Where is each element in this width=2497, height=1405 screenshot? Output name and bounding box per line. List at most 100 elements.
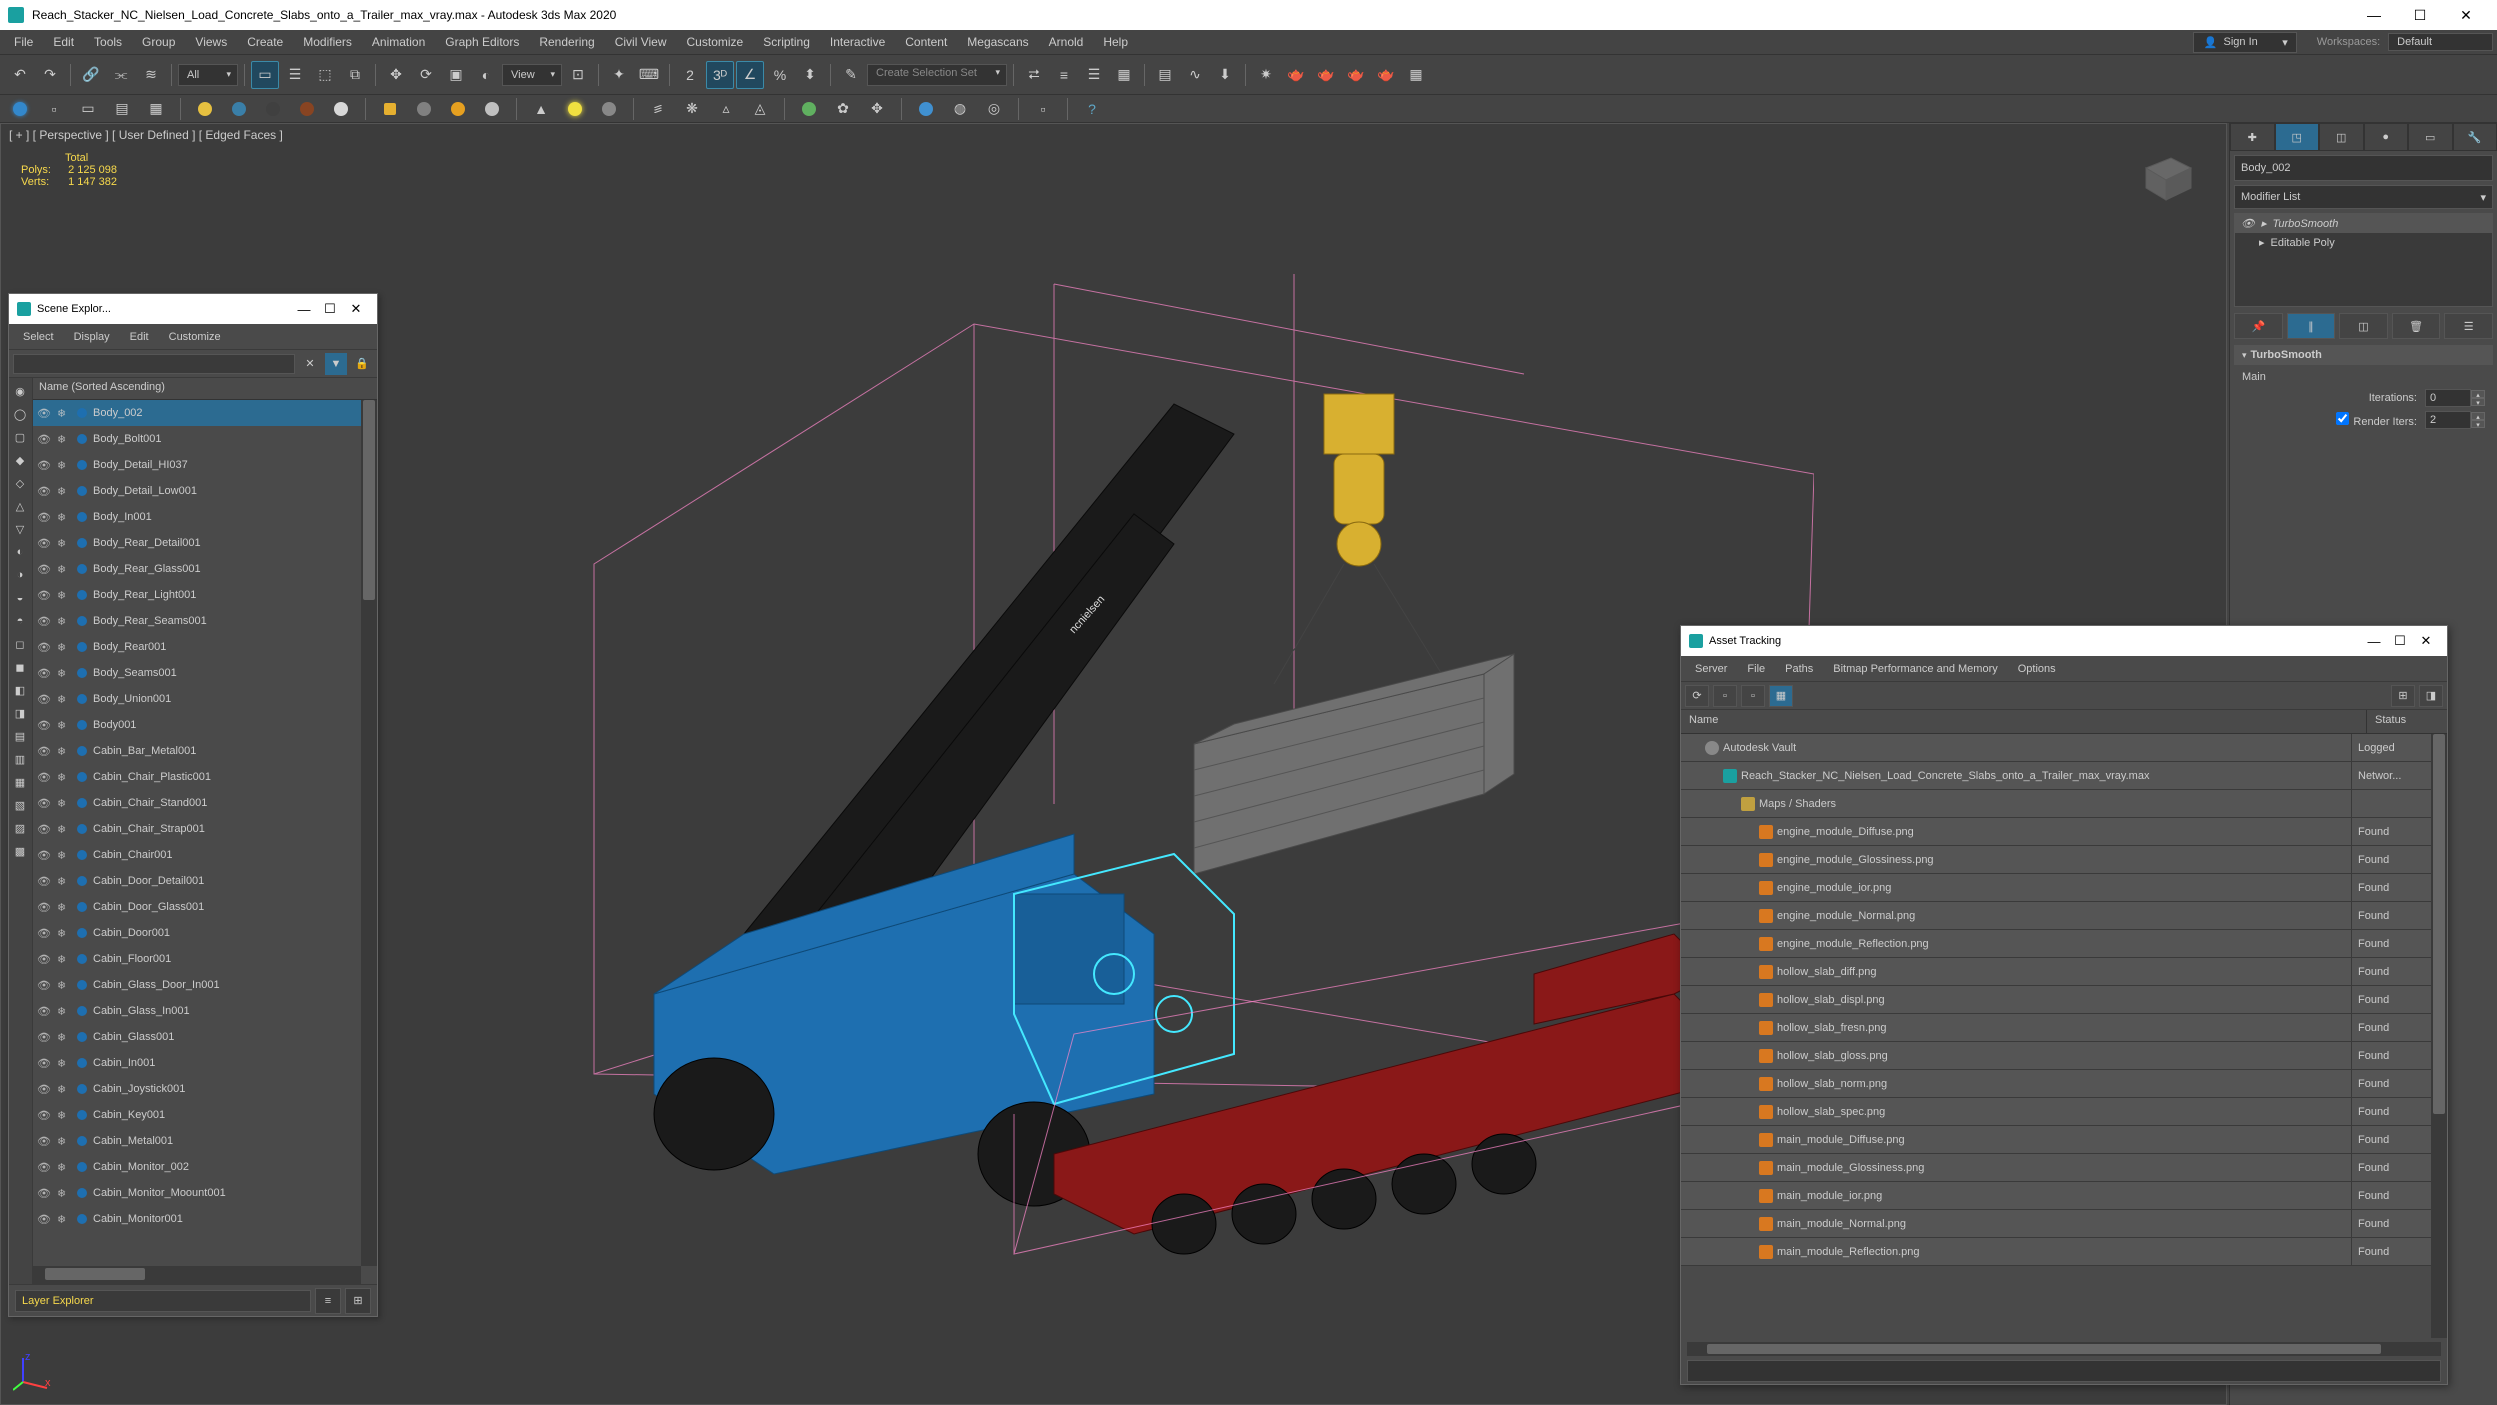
filter-icon[interactable]: ◼ [9, 656, 31, 678]
vertical-scrollbar[interactable] [361, 400, 377, 1266]
filter-icon[interactable]: ▥ [9, 748, 31, 770]
tb2-icon[interactable]: ◬ [746, 95, 774, 123]
scene-item[interactable]: 👁❄Body_Rear_Light001 [33, 582, 361, 608]
visibility-icon[interactable]: 👁 [37, 745, 53, 758]
freeze-icon[interactable]: ❄ [57, 563, 73, 576]
freeze-icon[interactable]: ❄ [57, 485, 73, 498]
visibility-icon[interactable]: 👁 [37, 407, 53, 420]
tb2-icon[interactable] [6, 95, 34, 123]
filter-icon[interactable]: ▨ [9, 817, 31, 839]
visibility-icon[interactable]: 👁 [37, 797, 53, 810]
visibility-icon[interactable]: 👁 [37, 485, 53, 498]
scene-item[interactable]: 👁❄Cabin_Bar_Metal001 [33, 738, 361, 764]
render-setup-button[interactable]: ✷ [1252, 61, 1280, 89]
scene-item[interactable]: 👁❄Cabin_Metal001 [33, 1128, 361, 1154]
filter-icon[interactable]: ◯ [9, 403, 31, 425]
freeze-icon[interactable]: ❄ [57, 1005, 73, 1018]
freeze-icon[interactable]: ❄ [57, 407, 73, 420]
placement-button[interactable]: ◐ [472, 61, 500, 89]
filter-icon[interactable]: ◨ [9, 702, 31, 724]
edit-selection-sets-button[interactable]: ✎ [837, 61, 865, 89]
undo-button[interactable]: ↶ [6, 61, 34, 89]
visibility-icon[interactable]: 👁 [37, 1187, 53, 1200]
asset-row[interactable]: Reach_Stacker_NC_Nielsen_Load_Concrete_S… [1681, 762, 2431, 790]
scene-item[interactable]: 👁❄Body_002 [33, 400, 361, 426]
tb2-icon[interactable]: ▵ [712, 95, 740, 123]
menu-megascans[interactable]: Megascans [957, 32, 1038, 52]
freeze-icon[interactable]: ❄ [57, 797, 73, 810]
visibility-icon[interactable]: 👁 [37, 1031, 53, 1044]
visibility-icon[interactable]: 👁 [37, 1057, 53, 1070]
menu-help[interactable]: Help [1093, 32, 1138, 52]
visibility-icon[interactable]: 👁 [37, 1135, 53, 1148]
visibility-icon[interactable]: 👁 [37, 901, 53, 914]
asset-tracking-titlebar[interactable]: Asset Tracking — ☐ ✕ [1681, 626, 2447, 656]
visibility-icon[interactable]: 👁 [37, 1161, 53, 1174]
col-status-header[interactable]: Status [2367, 710, 2447, 733]
asset-row[interactable]: engine_module_Glossiness.pngFound [1681, 846, 2431, 874]
curve-editor-button[interactable]: ▤ [1151, 61, 1179, 89]
freeze-icon[interactable]: ❄ [57, 1083, 73, 1096]
tb2-icon[interactable]: ◍ [946, 95, 974, 123]
scene-item[interactable]: 👁❄Body_Bolt001 [33, 426, 361, 452]
visibility-icon[interactable]: 👁 [37, 511, 53, 524]
visibility-icon[interactable]: 👁 [37, 1083, 53, 1096]
menu-animation[interactable]: Animation [362, 32, 435, 52]
menu-views[interactable]: Views [185, 32, 237, 52]
asset-row[interactable]: engine_module_Reflection.pngFound [1681, 930, 2431, 958]
minimize-button[interactable]: — [2351, 0, 2397, 30]
tab-utilities[interactable]: 🔧 [2453, 123, 2497, 151]
freeze-icon[interactable]: ❄ [57, 615, 73, 628]
tb2-icon[interactable] [444, 95, 472, 123]
visibility-icon[interactable]: 👁 [37, 693, 53, 706]
freeze-icon[interactable]: ❄ [57, 745, 73, 758]
viewcube[interactable] [2126, 138, 2206, 208]
select-object-button[interactable]: ▭ [251, 61, 279, 89]
keyboard-shortcut-button[interactable]: ⌨ [635, 61, 663, 89]
scene-item[interactable]: 👁❄Cabin_Glass_Door_In001 [33, 972, 361, 998]
close-button[interactable]: ✕ [2413, 633, 2439, 649]
percent-snap-button[interactable]: % [766, 61, 794, 89]
scene-item[interactable]: 👁❄Body001 [33, 712, 361, 738]
render-activeshade-button[interactable]: 🫖 [1372, 61, 1400, 89]
freeze-icon[interactable]: ❄ [57, 953, 73, 966]
tb2-icon[interactable] [327, 95, 355, 123]
scene-explorer-titlebar[interactable]: Scene Explor... — ☐ ✕ [9, 294, 377, 324]
toolbar-button[interactable]: ▫ [1741, 685, 1765, 707]
visibility-icon[interactable]: 👁 [37, 615, 53, 628]
close-button[interactable]: ✕ [343, 301, 369, 317]
freeze-icon[interactable]: ❄ [57, 927, 73, 940]
tb2-icon[interactable] [225, 95, 253, 123]
freeze-icon[interactable]: ❄ [57, 589, 73, 602]
filter-icon[interactable]: ◐ [9, 541, 31, 563]
lock-button[interactable]: 🔒 [351, 353, 373, 375]
filter-icon[interactable]: ◆ [9, 449, 31, 471]
asset-row[interactable]: engine_module_ior.pngFound [1681, 874, 2431, 902]
refcoord-dropdown[interactable]: View [502, 64, 562, 86]
unlink-button[interactable]: ⫘ [107, 61, 135, 89]
schematic-view-button[interactable]: ∿ [1181, 61, 1209, 89]
link-button[interactable]: 🔗 [77, 61, 105, 89]
freeze-icon[interactable]: ❄ [57, 1057, 73, 1070]
freeze-icon[interactable]: ❄ [57, 511, 73, 524]
render-frame-button[interactable]: 🫖 [1282, 61, 1310, 89]
tab-hierarchy[interactable]: ◫ [2319, 123, 2364, 151]
visibility-icon[interactable]: 👁 [37, 979, 53, 992]
tb2-icon[interactable]: ▫ [40, 95, 68, 123]
stack-item-editablepoly[interactable]: ▸ Editable Poly [2235, 233, 2492, 252]
scene-item[interactable]: 👁❄Body_Rear_Detail001 [33, 530, 361, 556]
filter-icon[interactable]: ▧ [9, 794, 31, 816]
scene-item[interactable]: 👁❄Cabin_Chair_Strap001 [33, 816, 361, 842]
tb2-icon[interactable] [795, 95, 823, 123]
toolbar-button[interactable]: ◨ [2419, 685, 2443, 707]
scene-item[interactable]: 👁❄Cabin_Monitor_002 [33, 1154, 361, 1180]
visibility-icon[interactable]: 👁 [37, 433, 53, 446]
tb2-icon[interactable] [410, 95, 438, 123]
freeze-icon[interactable]: ❄ [57, 459, 73, 472]
filter-icon[interactable]: ▢ [9, 426, 31, 448]
menu-group[interactable]: Group [132, 32, 185, 52]
filter-icon[interactable]: ◻ [9, 633, 31, 655]
manipulate-button[interactable]: ✦ [605, 61, 633, 89]
visibility-icon[interactable]: 👁 [37, 537, 53, 550]
modifier-list[interactable]: Modifier List [2234, 185, 2493, 209]
